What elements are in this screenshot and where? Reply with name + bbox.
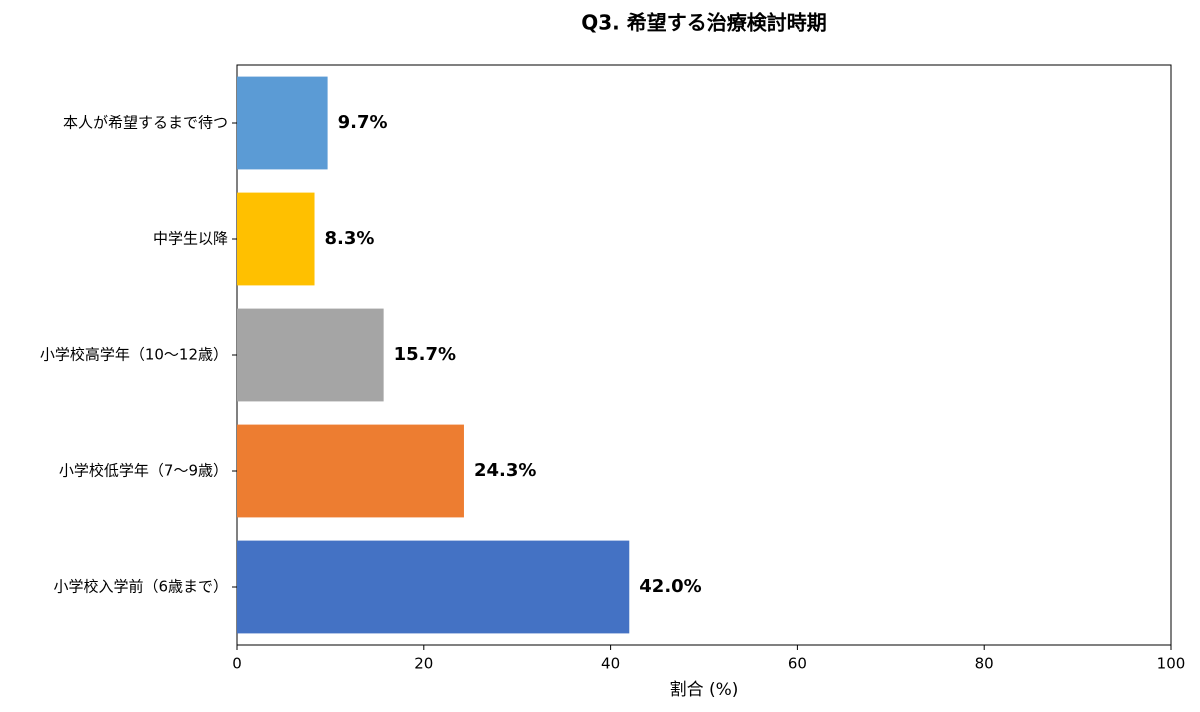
x-tick-label: 40 [601, 655, 620, 673]
bar [237, 424, 464, 518]
value-label: 24.3% [474, 460, 536, 481]
value-label: 8.3% [325, 228, 375, 249]
x-tick-label: 80 [975, 655, 994, 673]
x-axis-label: 割合 (%) [670, 680, 739, 700]
bar [237, 192, 315, 286]
y-tick-label: 中学生以降 [153, 230, 228, 248]
y-tick-label: 小学校入学前（6歳まで） [53, 578, 228, 596]
x-tick-label: 20 [414, 655, 433, 673]
value-label: 9.7% [338, 112, 388, 133]
y-tick-label: 小学校低学年（7〜9歳） [59, 462, 228, 480]
value-label: 15.7% [394, 344, 456, 365]
x-tick-label: 60 [788, 655, 807, 673]
y-tick-label: 小学校高学年（10〜12歳） [40, 346, 228, 364]
y-tick-label: 本人が希望するまで待つ [63, 114, 228, 132]
bar [237, 308, 384, 402]
chart-title: Q3. 希望する治療検討時期 [581, 11, 826, 35]
bar [237, 76, 328, 170]
x-tick-label: 0 [232, 655, 242, 673]
value-label: 42.0% [639, 576, 701, 597]
bar [237, 540, 630, 634]
x-tick-label: 100 [1157, 655, 1186, 673]
